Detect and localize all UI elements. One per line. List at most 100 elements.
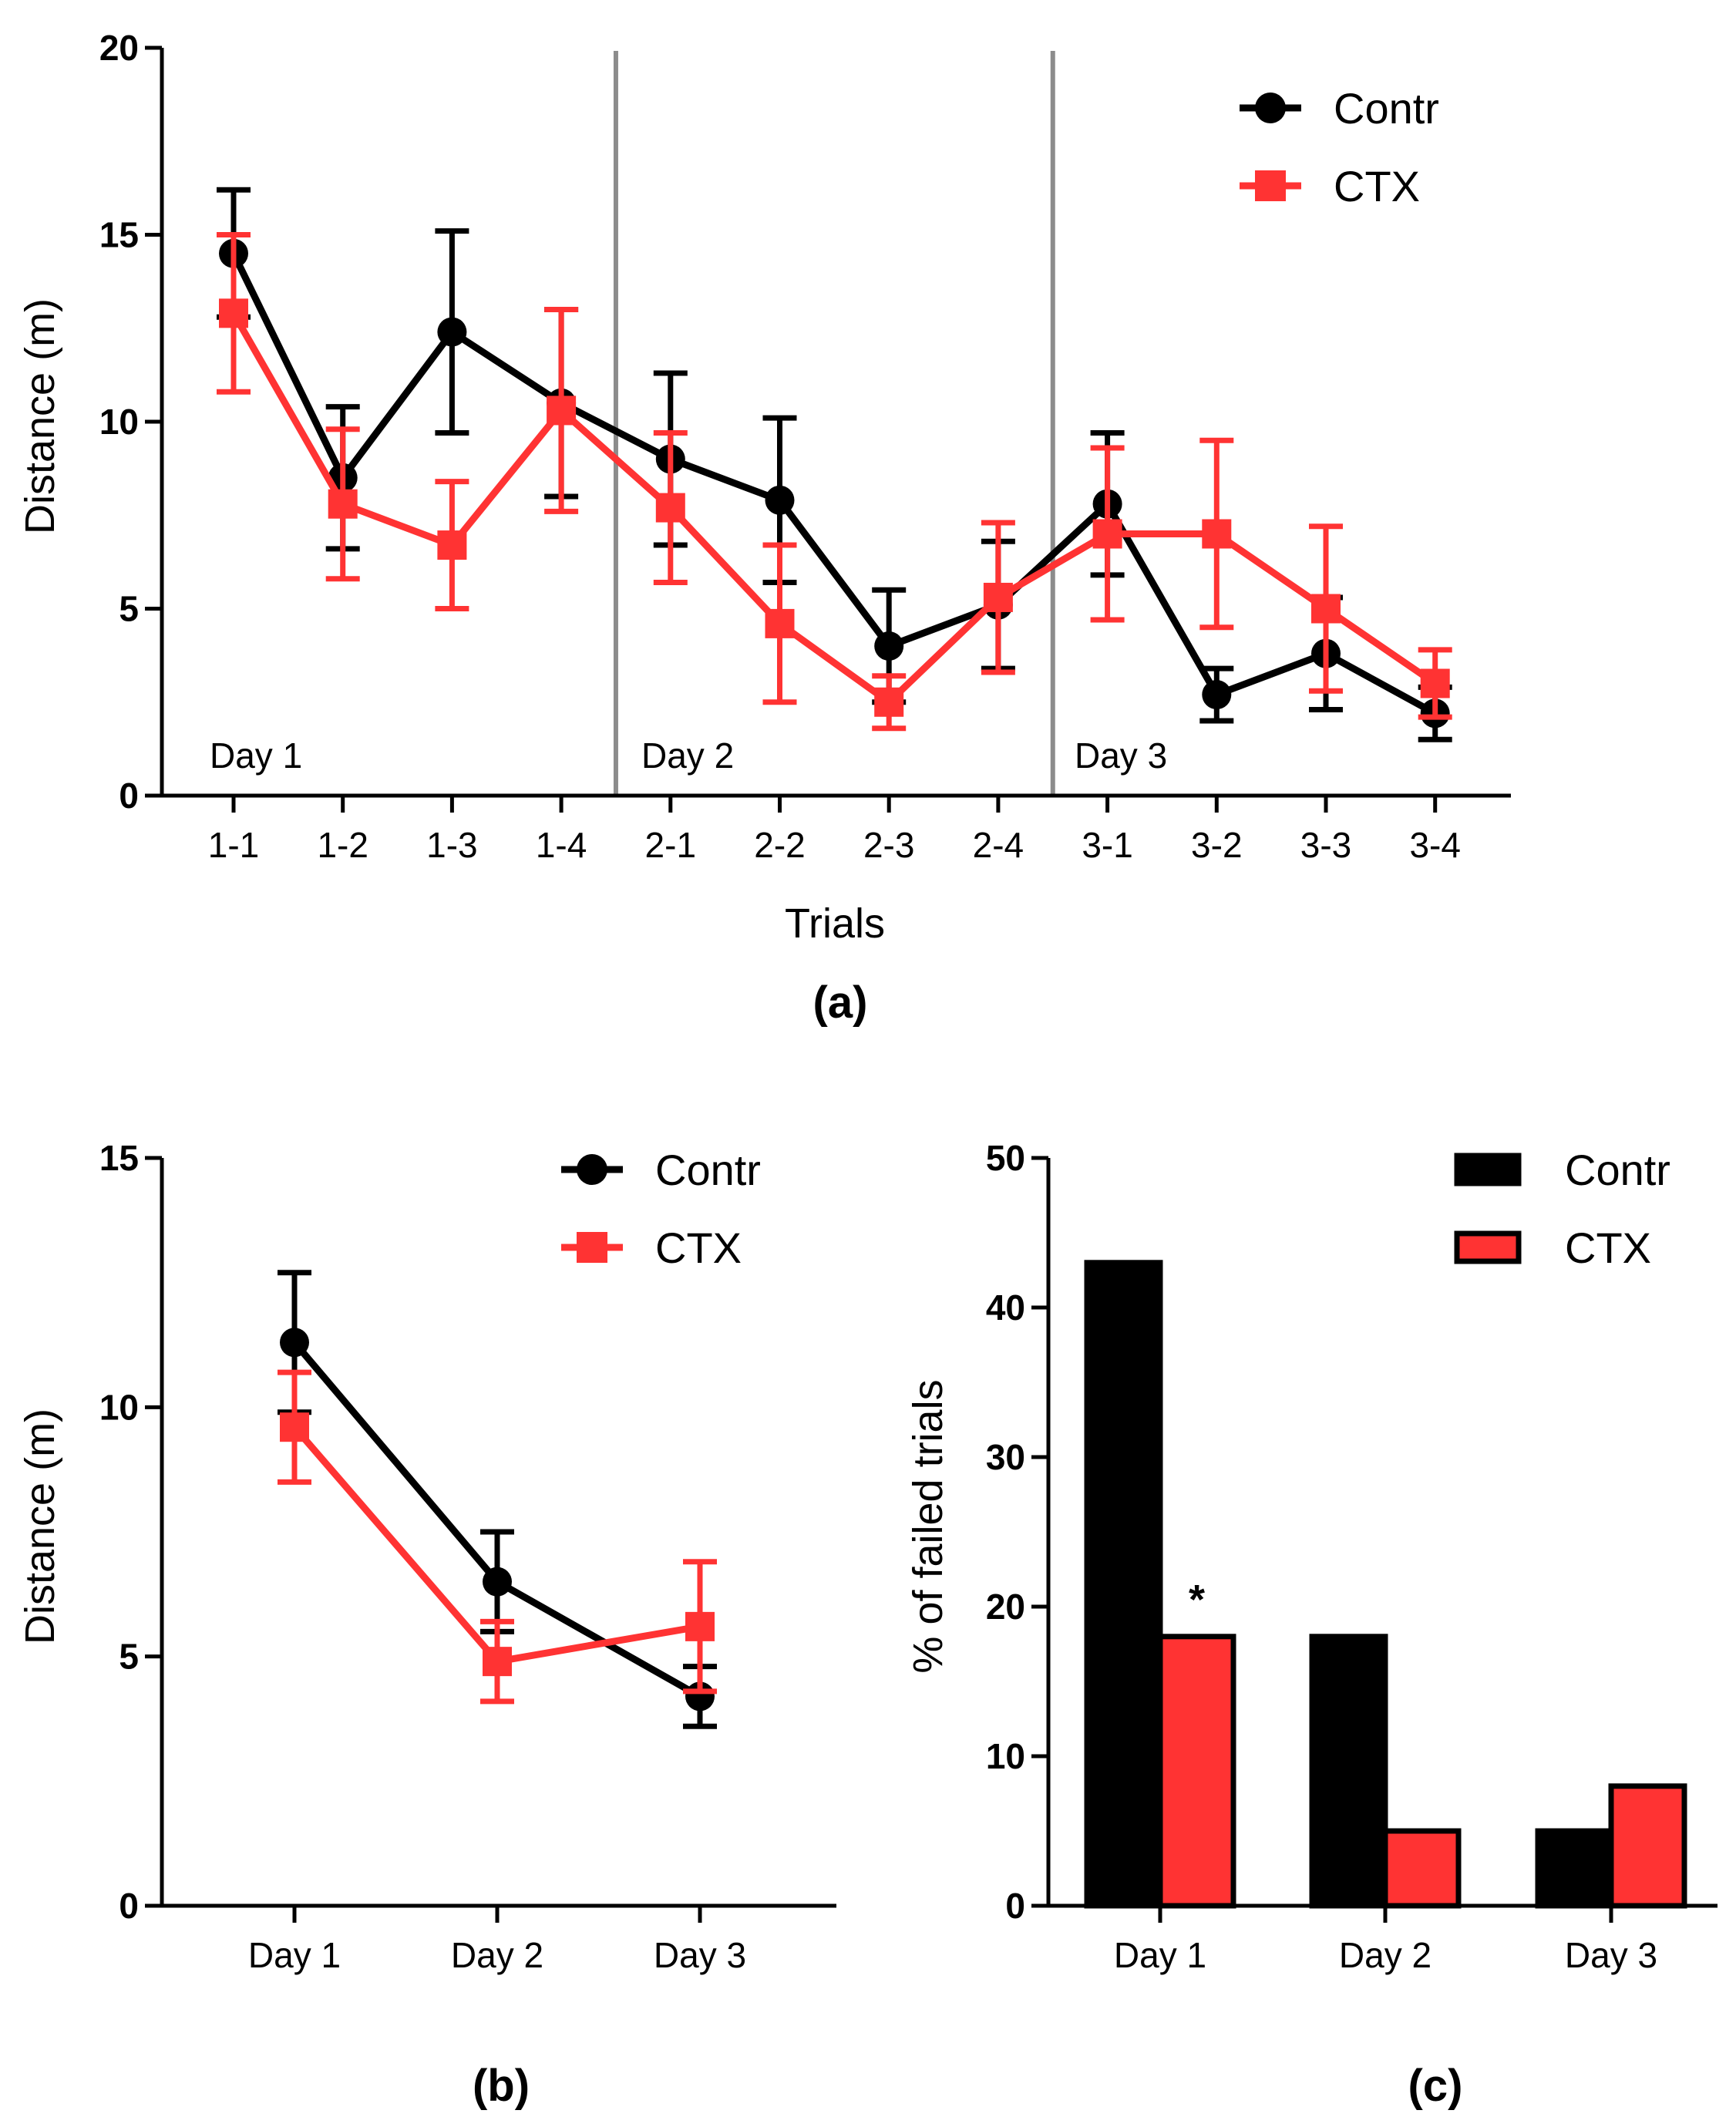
series-line	[230, 251, 1437, 717]
series-ctx	[217, 232, 1452, 732]
y-axis-title: Distance (m)	[17, 298, 63, 534]
day-labels: Day 1 Day 2 Day 3	[210, 735, 1167, 776]
data-point-contr	[483, 1567, 512, 1597]
y-tick-label: 30	[986, 1437, 1025, 1477]
axes: 0 10 20 30 40 50 Day 1 Day 2 Day 3	[986, 1138, 1717, 1975]
series-contr	[278, 1270, 717, 1729]
data-point-contr	[765, 485, 795, 515]
y-tick-label: 15	[99, 1138, 139, 1178]
panel-label-b: (b)	[473, 2061, 530, 2111]
legend-swatch-contr	[1454, 1153, 1522, 1186]
day-dividers	[613, 51, 1055, 796]
bar-contr	[1309, 1634, 1388, 1909]
data-point-ctx	[655, 493, 685, 523]
data-point-ctx	[328, 489, 358, 519]
data-point-ctx	[219, 298, 248, 328]
data-point-contr	[280, 1328, 309, 1358]
x-tick-label: 1-1	[208, 825, 259, 865]
legend-label: CTX	[655, 1223, 742, 1272]
legend: Contr CTX	[1240, 84, 1439, 210]
data-point-ctx	[874, 687, 904, 717]
data-point-contr	[437, 317, 467, 347]
legend-marker-ctx	[577, 1232, 607, 1263]
panel-b-line-chart: 0 5 10 15 Day 1 Day 2 Day 3 Contr CTX Distance …	[17, 1138, 836, 2111]
series-ctx	[278, 1369, 717, 1705]
x-tick-label: 2-2	[754, 825, 805, 865]
bar-ctx	[1382, 1828, 1462, 1909]
panel-a-line-chart: 0 5 10 15 20 1-1 1-2 1-3 1-4 2-1 2-2 2-3 2-4 3-1 3-2 3-…	[17, 28, 1511, 1028]
y-tick-label: 20	[986, 1587, 1025, 1627]
y-tick-label: 10	[99, 402, 139, 442]
data-point-ctx	[1420, 668, 1450, 698]
significance-marker: *	[1189, 1577, 1205, 1623]
panel-label-a: (a)	[813, 978, 868, 1028]
data-point-ctx	[983, 582, 1013, 612]
data-point-ctx	[1092, 519, 1122, 549]
x-tick-label: 2-3	[863, 825, 914, 865]
legend-label: Contr	[655, 1146, 761, 1194]
data-point-ctx	[483, 1647, 512, 1677]
x-tick-label: 3-2	[1191, 825, 1242, 865]
x-tick-label: Day 1	[1114, 1935, 1206, 1975]
series-group	[278, 1270, 717, 1729]
x-tick-label: Day 3	[1565, 1935, 1657, 1975]
data-point-ctx	[437, 530, 467, 560]
x-tick-label: 2-1	[645, 825, 696, 865]
y-axis-title: Distance (m)	[17, 1409, 63, 1644]
legend-marker-contr	[1255, 93, 1286, 123]
y-tick-label: 5	[119, 1637, 139, 1677]
series-line	[230, 311, 1438, 706]
x-tick-label: Day 1	[248, 1935, 341, 1975]
y-tick-label: 0	[119, 1886, 139, 1926]
series-contr	[217, 187, 1452, 742]
data-point-ctx	[685, 1611, 715, 1641]
legend-label: CTX	[1334, 162, 1420, 210]
data-point-ctx	[280, 1412, 309, 1442]
data-point-contr	[874, 631, 904, 661]
legend-label: Contr	[1334, 84, 1439, 133]
legend-marker-ctx	[1255, 170, 1286, 201]
bar-ctx	[1608, 1783, 1687, 1909]
day-label: Day 1	[210, 735, 302, 776]
panel-label-c: (c)	[1408, 2061, 1463, 2111]
y-tick-label: 40	[986, 1287, 1025, 1328]
x-tick-label: Day 2	[451, 1935, 543, 1975]
y-tick-label: 0	[1005, 1886, 1025, 1926]
series-group: *	[1084, 1260, 1687, 1909]
y-tick-label: 10	[99, 1387, 139, 1427]
y-tick-label: 15	[99, 215, 139, 255]
x-tick-label: 3-4	[1409, 825, 1460, 865]
bar-contr	[1535, 1828, 1614, 1909]
x-tick-label: Day 2	[1339, 1935, 1432, 1975]
x-tick-label: Day 3	[654, 1935, 746, 1975]
legend-marker-contr	[577, 1154, 607, 1185]
x-axis-title: Trials	[785, 900, 885, 947]
day-label: Day 2	[641, 735, 734, 776]
data-point-ctx	[547, 395, 577, 426]
y-tick-label: 50	[986, 1138, 1025, 1178]
x-tick-label: 2-4	[973, 825, 1024, 865]
y-tick-label: 10	[986, 1736, 1025, 1776]
y-tick-label: 20	[99, 28, 139, 68]
y-tick-label: 5	[119, 589, 139, 629]
bar-contr	[1084, 1260, 1163, 1909]
data-point-contr	[1202, 680, 1232, 710]
data-point-ctx	[1311, 594, 1341, 624]
x-tick-label: 1-2	[317, 825, 368, 865]
x-tick-label: 1-3	[426, 825, 477, 865]
data-point-ctx	[1202, 519, 1232, 549]
y-axis-title: % of failed trials	[905, 1379, 951, 1673]
legend: Contr CTX	[561, 1146, 761, 1272]
x-tick-label: 3-1	[1082, 825, 1132, 865]
y-tick-label: 0	[119, 776, 139, 816]
axes: 0 5 10 15 20 1-1 1-2 1-3 1-4 2-1 2-2 2-3 2-4 3-1 3-2 3-…	[99, 28, 1511, 865]
legend-swatch-ctx	[1454, 1230, 1522, 1264]
bar-ctx	[1157, 1634, 1236, 1909]
data-point-ctx	[765, 608, 795, 638]
series-group	[217, 187, 1452, 742]
x-tick-label: 3-3	[1300, 825, 1351, 865]
axes: 0 5 10 15 Day 1 Day 2 Day 3	[99, 1138, 836, 1975]
panel-c-bar-chart: * 0 10 20 30 40 50 Day 1 Day 2 Day 3 Contr CTX % …	[905, 1138, 1717, 2111]
legend-label: Contr	[1565, 1146, 1670, 1194]
